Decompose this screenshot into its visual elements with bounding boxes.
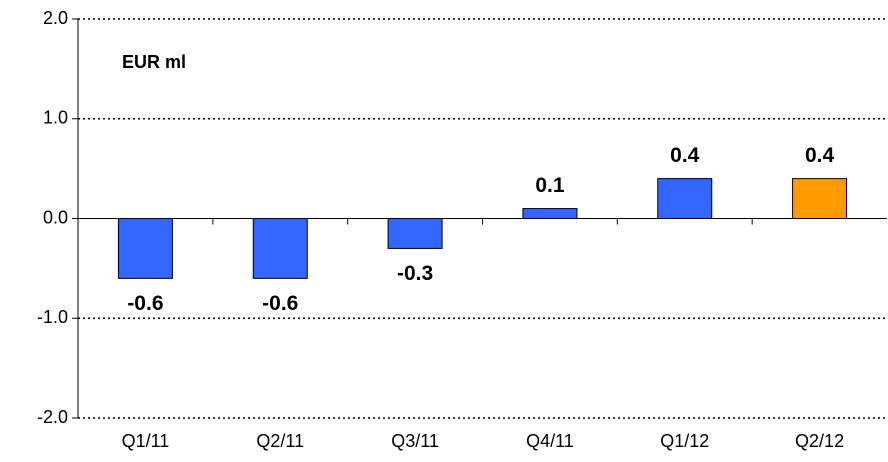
bar [117,218,173,279]
value-label: 0.1 [535,174,565,197]
bar [387,218,443,249]
value-label: -0.3 [397,262,433,285]
x-tick-label: Q1/12 [660,431,709,451]
value-label: 0.4 [670,144,700,167]
value-label: 0.4 [805,144,835,167]
annotation: EUR ml [122,52,186,72]
value-label: -0.6 [262,292,298,315]
bar [522,208,578,219]
x-tick-label: Q3/11 [391,431,439,451]
bar [657,178,713,220]
x-tick-label: Q2/12 [795,431,844,451]
value-label: -0.6 [127,292,163,315]
y-tick-label: -1.0 [37,307,68,327]
x-tick-label: Q1/11 [122,431,170,451]
bar [792,178,848,220]
x-tick-label: Q4/11 [526,431,574,451]
y-tick-label: 1.0 [43,108,68,128]
y-tick-label: -2.0 [37,407,68,427]
x-tick-label: Q2/11 [256,431,304,451]
y-tick-label: 0.0 [43,207,68,227]
bar [252,218,308,279]
y-tick-label: 2.0 [43,8,68,28]
